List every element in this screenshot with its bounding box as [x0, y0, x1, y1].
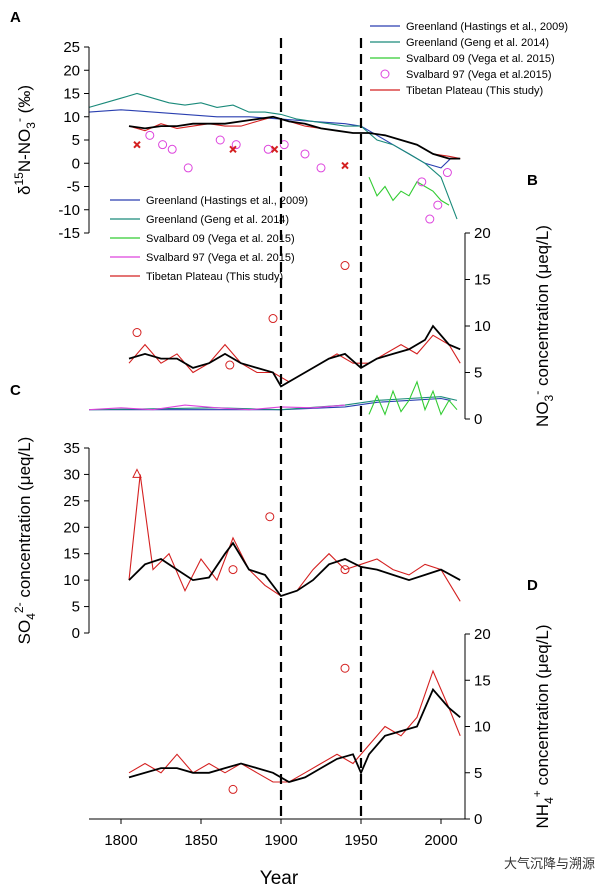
point-B-0 — [132, 328, 142, 338]
point-A-12 — [433, 200, 443, 210]
legend-label-A-3: Svalbard 97 (Vega et al.2015) — [406, 69, 552, 81]
xtick-label-2: 1900 — [264, 832, 297, 849]
ytick-label-C-7: 0 — [72, 625, 80, 642]
ytick-label-B-0: 20 — [474, 225, 491, 242]
series-C-0 — [128, 474, 461, 602]
ytick-label-C-2: 25 — [63, 493, 80, 510]
y-axis-label-B: NO3- concentration (μeq/L) — [530, 225, 556, 427]
data-layer — [88, 38, 461, 819]
ytick-label-A-7: -10 — [58, 202, 80, 219]
legend-swatch-A-3 — [380, 69, 390, 79]
ytick-label-C-4: 15 — [63, 546, 80, 563]
y-axis-label-A: δ15N-NO3- (‰) — [12, 85, 38, 195]
legend-label-A-1: Greenland (Geng et al. 2014) — [406, 37, 549, 49]
point-B-3 — [340, 261, 350, 271]
ytick-label-B-4: 0 — [474, 411, 482, 428]
series-C-1 — [128, 541, 461, 598]
series-A-2 — [368, 176, 450, 206]
legend-label-A-0: Greenland (Hastings et al., 2009) — [406, 21, 568, 33]
ytick-label-A-0: 25 — [63, 39, 80, 56]
ytick-label-A-2: 15 — [63, 86, 80, 103]
marker-A-0 — [133, 140, 141, 149]
panel-letter-C: C — [10, 382, 21, 399]
ytick-label-D-2: 10 — [474, 719, 491, 736]
triangle-C — [132, 468, 142, 478]
ytick-label-A-8: -15 — [58, 225, 80, 242]
point-A-5 — [231, 140, 241, 150]
point-C-0 — [228, 565, 238, 575]
series-B-2 — [368, 380, 458, 416]
ytick-label-D-1: 15 — [474, 672, 491, 689]
legend-label-B-0: Greenland (Hastings et al., 2009) — [146, 195, 308, 207]
marker-A-1 — [229, 145, 237, 154]
series-A-1 — [88, 92, 458, 220]
ytick-label-D-4: 0 — [474, 811, 482, 828]
ytick-label-C-1: 30 — [63, 466, 80, 483]
legend-label-B-1: Greenland (Geng et al. 2014) — [146, 214, 289, 226]
legend-label-B-4: Tibetan Plateau (This study) — [146, 271, 283, 283]
y-axis-label-C: SO42- concentration (μeq/L) — [12, 437, 38, 645]
ytick-label-B-2: 10 — [474, 318, 491, 335]
point-A-7 — [279, 140, 289, 150]
ytick-label-A-4: 5 — [72, 132, 80, 149]
xtick-label-4: 2000 — [424, 832, 457, 849]
xtick-label-1: 1850 — [184, 832, 217, 849]
axes-layer — [84, 46, 470, 824]
point-A-9 — [316, 163, 326, 173]
ytick-label-A-5: 0 — [72, 155, 80, 172]
ytick-label-C-0: 35 — [63, 440, 80, 457]
point-A-4 — [215, 135, 225, 145]
y-axis-label-D: NH4+ concentration (μeq/L) — [530, 625, 556, 829]
point-B-2 — [268, 314, 278, 324]
point-A-6 — [263, 144, 273, 154]
legend-label-A-2: Svalbard 09 (Vega et al. 2015) — [406, 53, 555, 65]
point-D-0 — [228, 784, 238, 794]
point-C-2 — [340, 565, 350, 575]
series-B-3 — [88, 404, 346, 411]
point-B-1 — [225, 360, 235, 370]
marker-A-3 — [341, 161, 349, 170]
series-D-1 — [128, 687, 461, 783]
point-A-3 — [183, 163, 193, 173]
x-axis-title: Year — [260, 868, 299, 889]
point-A-1 — [158, 140, 168, 150]
panel-letter-D: D — [527, 577, 538, 594]
ytick-label-D-0: 20 — [474, 626, 491, 643]
ytick-label-D-3: 5 — [474, 765, 482, 782]
point-A-2 — [167, 144, 177, 154]
panel-letter-B: B — [527, 172, 538, 189]
ytick-label-B-1: 15 — [474, 272, 491, 289]
legend-label-A-4: Tibetan Plateau (This study) — [406, 85, 543, 97]
ytick-label-C-6: 5 — [72, 599, 80, 616]
point-A-10 — [417, 177, 427, 187]
series-B-0 — [89, 397, 451, 411]
xtick-label-3: 1950 — [344, 832, 377, 849]
ytick-label-A-6: -5 — [67, 179, 80, 196]
watermark-text: 大气沉降与溯源 — [504, 856, 595, 871]
ytick-label-B-3: 5 — [474, 365, 482, 382]
series-A-4 — [128, 115, 461, 160]
ytick-label-A-3: 10 — [63, 109, 80, 126]
point-A-8 — [300, 149, 310, 159]
ytick-label-C-3: 20 — [63, 519, 80, 536]
legend-label-B-2: Svalbard 09 (Vega et al. 2015) — [146, 233, 295, 245]
point-C-1 — [265, 512, 275, 522]
series-B-5 — [128, 324, 461, 388]
panel-letter-A: A — [10, 9, 21, 26]
ytick-label-A-1: 20 — [63, 62, 80, 79]
point-A-11 — [425, 214, 435, 224]
point-D-1 — [340, 663, 350, 673]
legend-label-B-3: Svalbard 97 (Vega et al. 2015) — [146, 252, 295, 264]
xtick-label-0: 1800 — [104, 832, 137, 849]
point-A-13 — [442, 168, 452, 178]
series-D-0 — [128, 669, 461, 783]
ytick-label-C-5: 10 — [63, 572, 80, 589]
marker-A-2 — [270, 145, 279, 154]
point-A-0 — [145, 130, 155, 140]
